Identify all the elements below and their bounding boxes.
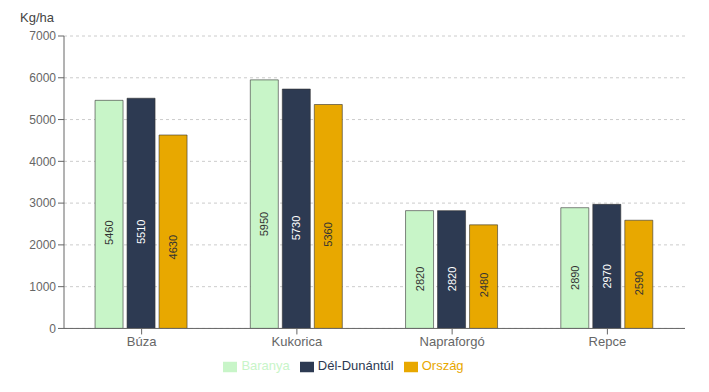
svg-text:2480: 2480: [478, 273, 490, 297]
svg-text:5510: 5510: [135, 220, 147, 244]
svg-text:2820: 2820: [446, 267, 458, 291]
html-text:Ország: Ország: [421, 358, 464, 374]
svg-text:0: 0: [49, 322, 56, 336]
svg-text:Napraforgó: Napraforgó: [420, 334, 485, 349]
svg-text:5360: 5360: [322, 222, 334, 246]
svg-text:6000: 6000: [29, 71, 56, 85]
html-text:Kg/ha: Kg/ha: [20, 10, 54, 25]
svg-text:Repce: Repce: [589, 334, 627, 349]
svg-text:5000: 5000: [29, 113, 56, 127]
svg-text:1000: 1000: [29, 280, 56, 294]
svg-text:2000: 2000: [29, 238, 56, 252]
svg-text:5950: 5950: [258, 212, 270, 236]
svg-text:5730: 5730: [290, 216, 302, 240]
svg-text:4000: 4000: [29, 155, 56, 169]
svg-text:5460: 5460: [103, 220, 115, 244]
svg-text:2970: 2970: [601, 264, 613, 288]
html-text:Dél-Dunántúl: Dél-Dunántúl: [317, 358, 394, 374]
svg-text:Búza: Búza: [127, 334, 157, 349]
svg-text:2820: 2820: [414, 267, 426, 291]
svg-text:2890: 2890: [569, 265, 581, 289]
svg-text:3000: 3000: [29, 196, 56, 210]
svg-text:2590: 2590: [633, 271, 645, 295]
svg-text:4630: 4630: [167, 235, 179, 259]
svg-text:7000: 7000: [29, 29, 56, 43]
svg-text:Kukorica: Kukorica: [272, 334, 323, 349]
html-text:Baranya: Baranya: [241, 358, 290, 374]
